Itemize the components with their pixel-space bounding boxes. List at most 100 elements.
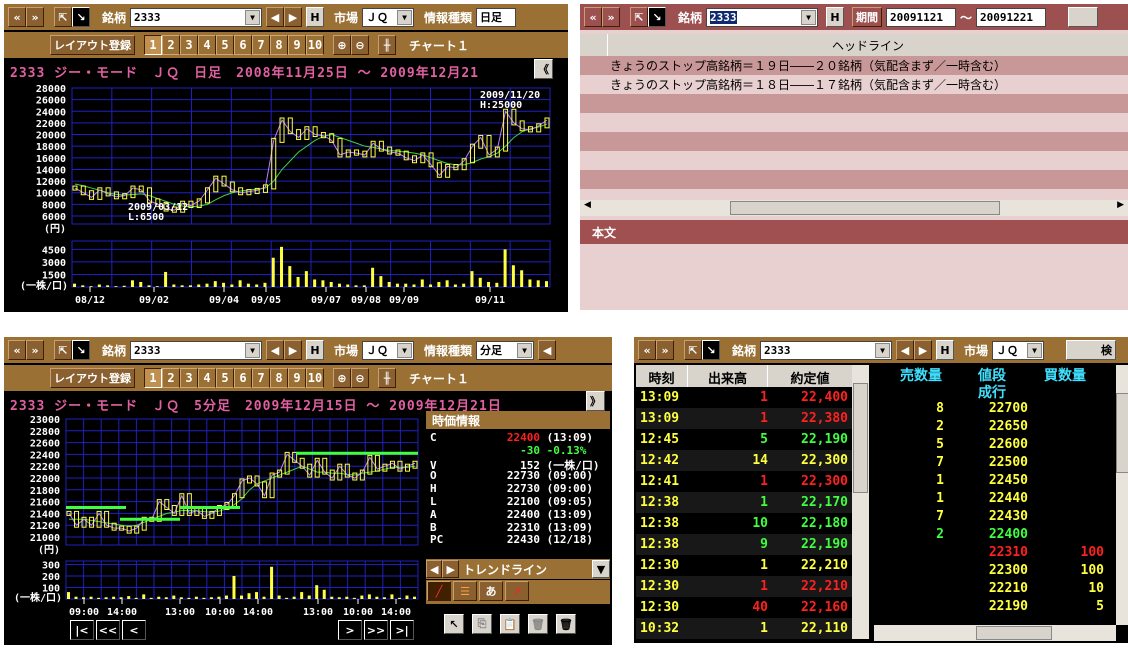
layout-tab-6[interactable]: 6: [234, 368, 252, 388]
nav-next-button[interactable]: »: [26, 340, 44, 360]
book-price[interactable]: 22700: [988, 401, 1028, 416]
arrow-icon[interactable]: ↘: [702, 340, 720, 360]
layout-tab-5[interactable]: 5: [216, 35, 234, 55]
trendline-tool-icon[interactable]: ╱: [427, 581, 451, 601]
delete-all-icon[interactable]: 🗑: [556, 614, 576, 634]
h-button[interactable]: H: [936, 340, 955, 360]
chevron-down-icon[interactable]: ▼: [1027, 342, 1043, 358]
chevron-down-icon[interactable]: ▼: [245, 342, 261, 358]
tick-row[interactable]: 12:38 1 22,170: [636, 492, 852, 513]
tick-row[interactable]: 12:38 10 22,180: [636, 513, 852, 534]
period-button[interactable]: 期間: [852, 7, 883, 27]
search-button[interactable]: 検: [1066, 340, 1117, 360]
scroll-last-button[interactable]: >|: [390, 620, 414, 640]
tick-row[interactable]: 12:30 1 22,210: [636, 576, 852, 597]
tick-row[interactable]: 13:09 1 22,400: [636, 387, 852, 408]
chart-type-icon[interactable]: ╫: [378, 35, 396, 55]
zoom-in-icon[interactable]: ⊕: [333, 35, 351, 55]
chevron-down-icon[interactable]: ▼: [875, 342, 891, 358]
arrow-tool-icon[interactable]: ➚: [505, 581, 529, 601]
h-button[interactable]: H: [826, 7, 845, 27]
next-symbol-button[interactable]: ▶: [284, 7, 303, 27]
layout-register-button[interactable]: レイアウト登録: [50, 35, 135, 55]
tick-row[interactable]: 10:32 1 22,110: [636, 618, 852, 639]
arrow-icon[interactable]: ↘: [648, 7, 666, 27]
nav-prev-button[interactable]: «: [8, 7, 26, 27]
nav-next-button[interactable]: »: [602, 7, 620, 27]
book-price[interactable]: 22310: [988, 545, 1028, 560]
layout-tab-1[interactable]: 1: [144, 35, 162, 55]
tick-row[interactable]: 12:30 1 22,210: [636, 555, 852, 576]
zoom-in-icon[interactable]: ⊕: [333, 368, 351, 388]
next-symbol-button[interactable]: ▶: [914, 340, 933, 360]
tick-vertical-scrollbar[interactable]: [852, 365, 869, 639]
link-icon[interactable]: ⇱: [54, 7, 72, 27]
book-price[interactable]: 22500: [988, 455, 1028, 470]
tick-row[interactable]: 12:45 5 22,190: [636, 429, 852, 450]
link-icon[interactable]: ⇱: [684, 340, 702, 360]
chevron-down-icon[interactable]: ▼: [592, 560, 610, 578]
layout-tab-6[interactable]: 6: [234, 35, 252, 55]
market-select[interactable]: ＪＱ ▼: [992, 340, 1045, 360]
pointer-icon[interactable]: ↖: [444, 614, 464, 634]
headline-item[interactable]: きょうのストップ高銘柄＝１８日――１７銘柄（気配含まず／一時含む）: [610, 78, 1007, 92]
layout-tab-7[interactable]: 7: [252, 35, 270, 55]
book-price[interactable]: 22400: [988, 527, 1028, 542]
period-to-input[interactable]: 20091221: [976, 7, 1047, 27]
layout-tab-10[interactable]: 10: [306, 35, 324, 55]
scroll-page-back-button[interactable]: <<: [96, 620, 120, 640]
arrow-icon[interactable]: ↘: [72, 340, 90, 360]
scroll-forward-button[interactable]: >: [338, 620, 362, 640]
zoom-out-icon[interactable]: ⊖: [351, 35, 369, 55]
scroll-first-button[interactable]: |<: [70, 620, 94, 640]
layout-tab-3[interactable]: 3: [180, 35, 198, 55]
headline-column-header[interactable]: ヘッドライン: [831, 38, 904, 53]
book-price[interactable]: 22440: [988, 491, 1028, 506]
market-select[interactable]: ＪＱ ▼: [362, 340, 415, 360]
arrow-icon[interactable]: ↘: [72, 7, 90, 27]
chevron-down-icon[interactable]: ▼: [517, 342, 533, 358]
scroll-page-forward-button[interactable]: >>: [364, 620, 388, 640]
book-price[interactable]: 22450: [988, 473, 1028, 488]
prev-symbol-button[interactable]: ◀: [896, 340, 915, 360]
layout-tab-1[interactable]: 1: [144, 368, 162, 388]
layout-tab-8[interactable]: 8: [270, 35, 288, 55]
book-vertical-scrollbar[interactable]: [1116, 365, 1128, 625]
next-tool-button[interactable]: ▶: [442, 560, 459, 578]
nav-next-button[interactable]: »: [26, 7, 44, 27]
chevron-down-icon[interactable]: ▼: [397, 342, 413, 358]
layout-tab-2[interactable]: 2: [162, 35, 180, 55]
symbol-input[interactable]: 2333 ▼: [760, 340, 893, 360]
tick-row[interactable]: 13:09 1 22,380: [636, 408, 852, 429]
symbol-input[interactable]: 2333 ▼: [130, 340, 263, 360]
prev-symbol-button[interactable]: ◀: [266, 7, 285, 27]
delete-icon[interactable]: 🗑: [528, 614, 548, 634]
market-select[interactable]: ＪＱ ▼: [362, 7, 415, 27]
next-symbol-button[interactable]: ▶: [284, 340, 303, 360]
h-button[interactable]: H: [306, 340, 325, 360]
nav-prev-button[interactable]: «: [8, 340, 26, 360]
chevron-down-icon[interactable]: ▼: [397, 9, 413, 25]
collapse-button[interactable]: 《: [534, 59, 553, 79]
scroll-left-button[interactable]: ◀: [538, 340, 557, 360]
prev-symbol-button[interactable]: ◀: [266, 340, 285, 360]
layout-tab-5[interactable]: 5: [216, 368, 234, 388]
book-horizontal-scrollbar[interactable]: [874, 625, 1116, 641]
tick-row[interactable]: 12:41 1 22,300: [636, 471, 852, 492]
nav-next-button[interactable]: »: [656, 340, 674, 360]
text-tool-icon[interactable]: あ: [479, 581, 503, 601]
layout-tab-8[interactable]: 8: [270, 368, 288, 388]
book-price[interactable]: 22300: [988, 563, 1028, 578]
price-column-header[interactable]: 約定値: [790, 372, 830, 387]
copy-icon[interactable]: ⎘: [472, 614, 492, 634]
link-icon[interactable]: ⇱: [630, 7, 648, 27]
nav-prev-button[interactable]: «: [638, 340, 656, 360]
scroll-back-button[interactable]: <: [122, 620, 146, 640]
chevron-down-icon[interactable]: ▼: [245, 9, 261, 25]
tick-row[interactable]: 12:30 40 22,160: [636, 597, 852, 618]
h-button[interactable]: H: [306, 7, 325, 27]
info-type-select[interactable]: 分足 ▼: [476, 340, 535, 360]
book-price[interactable]: 22650: [988, 419, 1028, 434]
layout-tab-3[interactable]: 3: [180, 368, 198, 388]
paste-icon[interactable]: 📋: [500, 614, 520, 634]
